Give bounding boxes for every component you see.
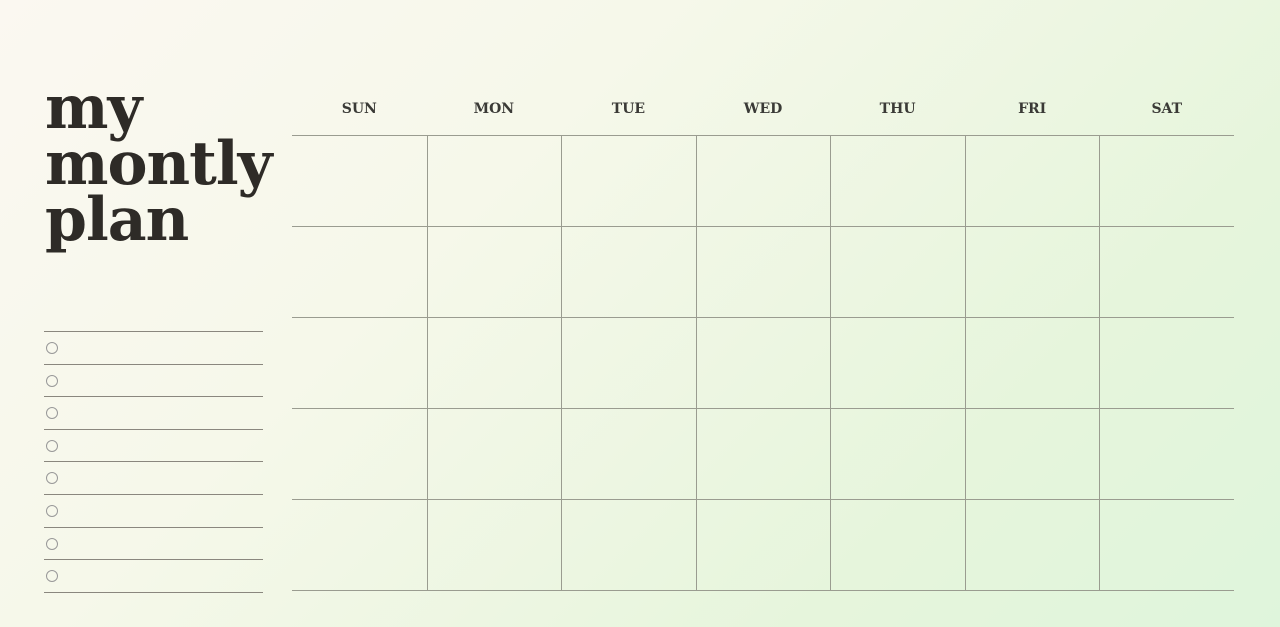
title-line-3: plan [45, 185, 189, 255]
checkbox-circle-icon[interactable] [46, 570, 58, 583]
day-cell[interactable] [964, 227, 1100, 318]
weekday-header: SUN MON TUE WED THU FRI SAT [292, 90, 1234, 135]
day-cell[interactable] [292, 500, 427, 591]
day-cell[interactable] [561, 227, 696, 318]
day-cell[interactable] [830, 227, 965, 318]
day-cell[interactable] [695, 136, 831, 227]
day-cell[interactable] [830, 409, 965, 500]
day-cell[interactable] [426, 318, 562, 409]
day-cell[interactable] [695, 227, 831, 318]
checklist-item[interactable] [44, 331, 263, 364]
checkbox-circle-icon[interactable] [46, 537, 58, 550]
checklist-divider [44, 591, 263, 593]
day-cell[interactable] [426, 136, 562, 227]
checklist-item[interactable] [44, 363, 263, 397]
checklist [44, 331, 263, 593]
day-header-sun: SUN [341, 101, 377, 117]
day-cell[interactable] [1099, 500, 1234, 591]
day-header-fri: FRI [1018, 101, 1047, 117]
day-cell[interactable] [1099, 409, 1234, 500]
day-header-wed: WED [743, 101, 783, 117]
checkbox-circle-icon[interactable] [46, 439, 58, 452]
day-cell[interactable] [964, 500, 1100, 591]
page-title: my montly plan [45, 73, 272, 255]
checkbox-circle-icon[interactable] [46, 342, 58, 354]
day-header-sat: SAT [1151, 101, 1183, 117]
day-cell[interactable] [561, 409, 696, 500]
day-cell[interactable] [426, 409, 562, 500]
day-cell[interactable] [964, 136, 1100, 227]
day-cell[interactable] [561, 318, 696, 409]
checkbox-circle-icon[interactable] [46, 374, 58, 387]
checkbox-circle-icon[interactable] [46, 472, 58, 485]
day-cell[interactable] [1099, 136, 1234, 227]
day-cell[interactable] [426, 500, 562, 591]
day-cell[interactable] [695, 318, 831, 409]
day-cell[interactable] [292, 318, 427, 409]
checklist-item[interactable] [44, 396, 263, 429]
day-cell[interactable] [964, 318, 1100, 409]
checklist-item[interactable] [44, 526, 263, 560]
checkbox-circle-icon[interactable] [46, 504, 58, 517]
day-cell[interactable] [695, 500, 831, 591]
title-line-1: my [45, 73, 142, 143]
day-header-tue: TUE [611, 101, 646, 117]
day-cell[interactable] [561, 500, 696, 591]
day-cell[interactable] [292, 136, 427, 227]
checklist-item[interactable] [44, 493, 263, 527]
day-cell[interactable] [292, 227, 427, 318]
day-header-thu: THU [879, 101, 916, 117]
day-header-mon: MON [473, 101, 515, 117]
day-cell[interactable] [561, 136, 696, 227]
day-cell[interactable] [830, 136, 965, 227]
calendar: SUN MON TUE WED THU FRI SAT [292, 90, 1234, 591]
day-cell[interactable] [292, 409, 427, 500]
day-cell[interactable] [426, 227, 562, 318]
day-cell[interactable] [1099, 227, 1234, 318]
title-line-2: montly [45, 129, 272, 199]
day-cell[interactable] [830, 318, 965, 409]
day-cell[interactable] [695, 409, 831, 500]
day-cell[interactable] [1099, 318, 1234, 409]
calendar-grid [292, 135, 1234, 591]
day-cell[interactable] [830, 500, 965, 591]
checklist-item[interactable] [44, 428, 263, 462]
day-cell[interactable] [964, 409, 1100, 500]
checkbox-circle-icon[interactable] [46, 407, 58, 420]
checklist-item[interactable] [44, 559, 263, 592]
checklist-item[interactable] [44, 461, 263, 494]
